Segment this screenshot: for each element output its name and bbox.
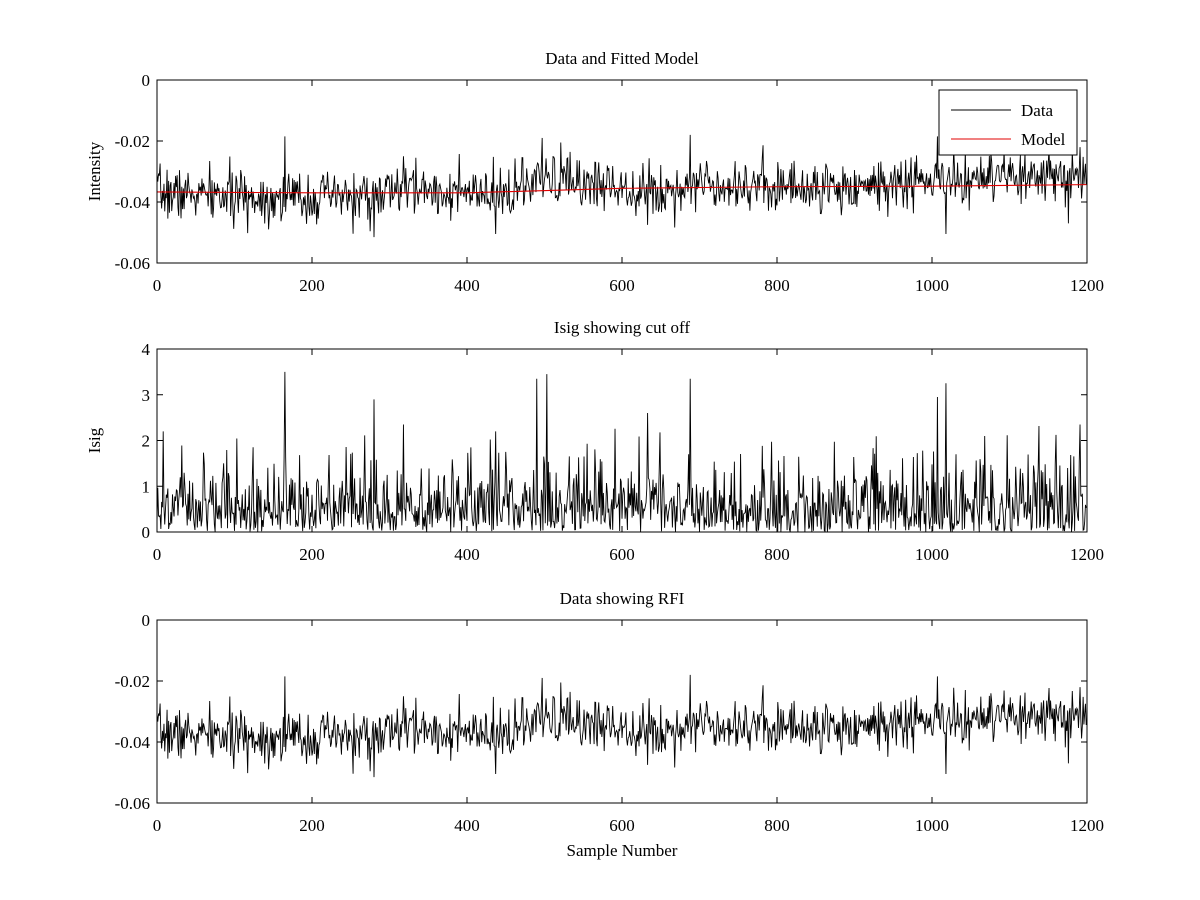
y-tick-label: 0	[142, 611, 151, 630]
x-tick-label: 0	[153, 276, 162, 295]
legend-box	[938, 89, 1078, 156]
y-tick-label: -0.02	[115, 672, 150, 691]
y-tick-label: 2	[142, 432, 151, 451]
subplot-title-3: Data showing RFI	[560, 589, 685, 608]
x-tick-label: 200	[299, 276, 325, 295]
x-tick-label: 1200	[1070, 816, 1104, 835]
subplots: 0 200 400 600 800 1000 12000-0.02-0.04-0.06Dat…	[85, 49, 1104, 860]
y-tick-label: -0.04	[115, 733, 151, 752]
x-tick-label: 1000	[915, 276, 949, 295]
x-tick-label: 200	[299, 545, 325, 564]
series-data-1	[157, 134, 1087, 238]
x-tick-label: 1000	[915, 545, 949, 564]
subplot-title-1: Data and Fitted Model	[545, 49, 699, 68]
series-model-1	[157, 184, 1087, 194]
x-tick-label: 600	[609, 276, 635, 295]
x-tick-label: 0	[153, 816, 162, 835]
y-tick-label: -0.06	[115, 254, 150, 273]
y-tick-label: 1	[142, 477, 151, 496]
legend-label-data: Data	[1021, 101, 1054, 120]
x-tick-label: 400	[454, 816, 480, 835]
x-tick-label: 200	[299, 816, 325, 835]
x-tick-label: 400	[454, 276, 480, 295]
y-tick-label: -0.02	[115, 132, 150, 151]
x-tick-label: 600	[609, 545, 635, 564]
x-tick-label: 1200	[1070, 276, 1104, 295]
legend: Data Model	[938, 89, 1078, 156]
y-tick-label: 4	[142, 340, 151, 359]
x-tick-label: 1200	[1070, 545, 1104, 564]
y-tick-label: -0.06	[115, 794, 150, 813]
y-tick-label: 0	[142, 71, 151, 90]
x-tick-label: 400	[454, 545, 480, 564]
x-tick-label: 800	[764, 545, 790, 564]
x-axis-label: Sample Number	[567, 841, 678, 860]
y-tick-label: -0.04	[115, 193, 151, 212]
x-tick-label: 600	[609, 816, 635, 835]
x-tick-label: 800	[764, 816, 790, 835]
x-tick-label: 0	[153, 545, 162, 564]
subplot-3: 0 200 400 600 800 1000 1200 0 -0.02 -0.04 -0.06 Dat…	[115, 589, 1104, 860]
subplot-title-2: Isig showing cut off	[554, 318, 690, 337]
x-tick-label: 800	[764, 276, 790, 295]
y-axis-label-2: Isig	[85, 427, 104, 453]
legend-label-model: Model	[1021, 130, 1066, 149]
subplot-1: 0 200 400 600 800 1000 1200 0 -0.02 -0.04 -0.06 Dat…	[85, 49, 1104, 295]
y-tick-label: 3	[142, 386, 151, 405]
x-tick-label: 1000	[915, 816, 949, 835]
series-line-3	[157, 674, 1087, 778]
series-line-2	[157, 371, 1087, 532]
y-axis-label-1: Intensity	[85, 141, 104, 201]
subplot-2: 0 200 400 600 800 1000 1200 0 1 2 3 4 Isig showing c…	[85, 318, 1104, 564]
y-tick-label: 0	[142, 523, 151, 542]
